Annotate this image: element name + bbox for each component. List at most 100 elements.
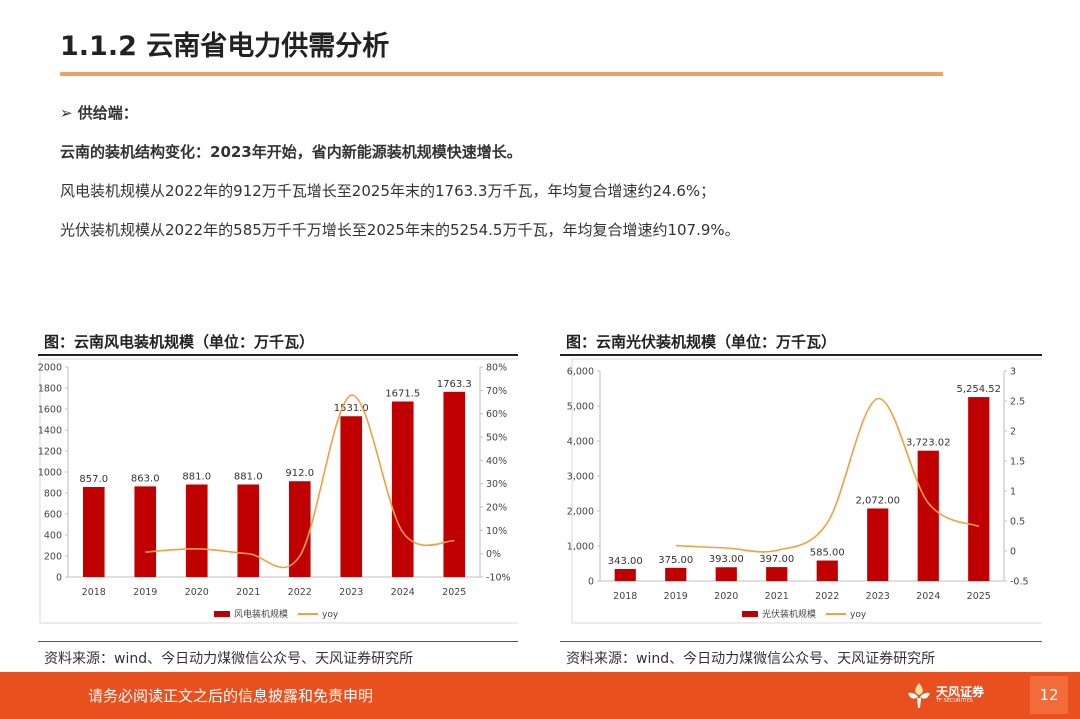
x-tick-label: 2018 — [613, 591, 637, 602]
bar-value-label: 857.0 — [79, 474, 108, 485]
left-source: 资料来源：wind、今日动力煤微信公众号、天风证券研究所 — [44, 651, 414, 667]
logo-english-name: TF SECURITIES — [936, 698, 973, 704]
y-tick-label: 1400 — [38, 426, 62, 437]
y-tick-label: 1,000 — [567, 542, 594, 553]
plot-frame — [571, 358, 1042, 624]
bar-value-label: 5,254.52 — [956, 384, 1001, 395]
bullet-line: ➢ 供给端： — [60, 102, 138, 123]
bar-value-label: 393.00 — [709, 554, 744, 565]
right-source-rule — [560, 641, 1042, 642]
x-tick-label: 2020 — [185, 587, 209, 598]
y2-tick-label: -0.5 — [1010, 577, 1029, 588]
left-chart-title-rule — [38, 354, 518, 356]
logo-chinese-name: 天风证券 — [936, 685, 985, 699]
y2-tick-label: 70% — [486, 386, 507, 397]
y-tick-label: 400 — [44, 531, 62, 542]
bar — [968, 397, 990, 581]
left-source-rule — [38, 641, 518, 642]
y-tick-label: 2,000 — [567, 507, 594, 518]
bar — [867, 508, 889, 581]
bar — [82, 487, 105, 577]
x-tick-label: 2023 — [866, 591, 890, 602]
bar — [665, 567, 687, 581]
y2-tick-label: 40% — [486, 456, 507, 467]
x-tick-label: 2024 — [916, 591, 940, 602]
bar-value-label: 1671.5 — [385, 388, 420, 399]
y-tick-label: 6,000 — [567, 367, 594, 378]
x-tick-label: 2019 — [133, 587, 157, 598]
legend-bar-swatch — [214, 611, 230, 617]
bar — [237, 484, 260, 577]
right-source: 资料来源：wind、今日动力煤微信公众号、天风证券研究所 — [566, 651, 936, 667]
legend-line-label: yoy — [322, 610, 339, 620]
bar-value-label: 881.0 — [182, 471, 211, 482]
y2-tick-label: 2 — [1010, 427, 1016, 438]
y2-tick-label: 10% — [486, 526, 507, 537]
bar-value-label: 343.00 — [608, 556, 643, 567]
y-tick-label: 1800 — [38, 384, 62, 395]
page-title: 1.1.2 云南省电力供需分析 — [60, 31, 390, 62]
wind-capacity-chart: 0 200 400 600 800 1000 1200 1400 1600 1800 2000 -10… — [38, 358, 518, 624]
plot-frame — [39, 358, 518, 624]
bar — [766, 567, 788, 581]
footer-bar: 请务必阅读正文之后的信息披露和免责申明 天风证券 TF SECURITIES 1… — [0, 672, 1080, 719]
bar — [614, 568, 636, 581]
legend-bar-label: 光伏装机规模 — [762, 608, 816, 620]
y-tick-label: 800 — [44, 489, 62, 500]
bar-value-label: 912.0 — [285, 468, 314, 479]
bar-value-label: 3,723.02 — [906, 438, 951, 449]
x-tick-label: 2021 — [236, 587, 260, 598]
bullet-label: 供给端： — [77, 104, 138, 122]
arrow-right-icon: ➢ — [60, 104, 78, 122]
y2-tick-label: 0 — [1010, 547, 1016, 558]
x-tick-label: 2025 — [442, 587, 466, 598]
x-tick-label: 2020 — [714, 591, 738, 602]
bar-value-label: 881.0 — [234, 471, 263, 482]
y2-tick-label: 30% — [486, 479, 507, 490]
bar — [288, 481, 311, 577]
y2-tick-label: 1.5 — [1010, 457, 1025, 468]
right-chart-title-rule — [560, 354, 1042, 356]
company-logo: 天风证券 TF SECURITIES — [906, 681, 1006, 711]
tf-logo-icon — [908, 683, 930, 708]
bar-value-label: 585.00 — [810, 548, 845, 559]
bar-value-label: 1763.3 — [437, 379, 472, 390]
legend-line-label: yoy — [850, 610, 867, 620]
y-tick-label: 1600 — [38, 405, 62, 416]
x-tick-label: 2019 — [664, 591, 688, 602]
bar-value-label: 397.00 — [759, 554, 794, 565]
bar-value-label: 375.00 — [658, 555, 693, 566]
x-tick-label: 2022 — [288, 587, 312, 598]
wind-text: 风电装机规模从2022年的912万千瓦增长至2025年末的1763.3万千瓦，年… — [60, 182, 716, 200]
x-tick-label: 2018 — [82, 587, 106, 598]
yoy-line — [145, 394, 455, 569]
bar — [391, 401, 414, 577]
y-tick-label: 4,000 — [567, 437, 594, 448]
page-number-box: 12 — [1030, 676, 1068, 714]
y-tick-label: 2000 — [38, 363, 62, 374]
y2-tick-label: 0% — [486, 549, 501, 560]
y2-tick-label: 20% — [486, 503, 507, 514]
y2-tick-label: 2.5 — [1010, 397, 1025, 408]
y-tick-label: 0 — [56, 573, 62, 584]
y-tick-label: 200 — [44, 552, 62, 563]
bar-value-label: 2,072.00 — [855, 495, 900, 506]
y2-tick-label: 1 — [1010, 487, 1016, 498]
summary-line: 云南的装机结构变化：2023年开始，省内新能源装机规模快速增长。 — [60, 143, 522, 161]
y-tick-label: 600 — [44, 510, 62, 521]
y2-tick-label: -10% — [486, 573, 511, 584]
y2-tick-label: 0.5 — [1010, 517, 1025, 528]
y2-tick-label: 3 — [1010, 367, 1016, 378]
yoy-line — [675, 397, 980, 553]
y-tick-label: 1200 — [38, 447, 62, 458]
bar — [443, 391, 466, 577]
bar — [816, 560, 838, 581]
x-tick-label: 2021 — [765, 591, 789, 602]
bar-value-label: 863.0 — [131, 473, 160, 484]
legend-bar-swatch — [742, 611, 758, 617]
bar — [917, 450, 939, 581]
y2-tick-label: 60% — [486, 409, 507, 420]
legend-bar-label: 风电装机规模 — [234, 608, 288, 620]
x-tick-label: 2023 — [339, 587, 363, 598]
right-chart-title: 图：云南光伏装机规模（单位：万千瓦） — [566, 333, 837, 351]
